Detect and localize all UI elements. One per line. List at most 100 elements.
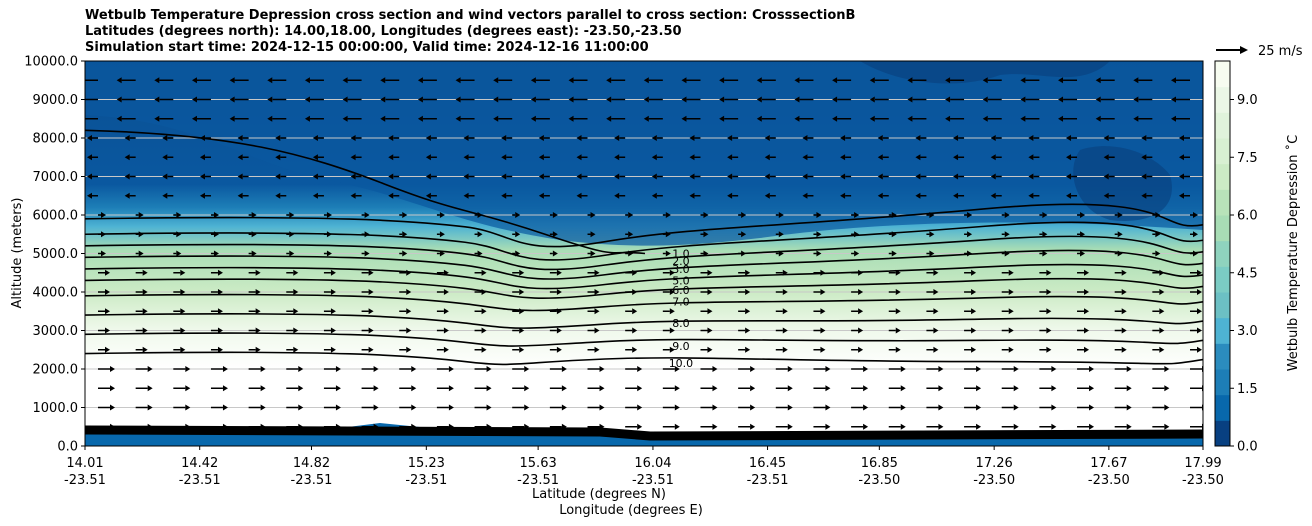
wind-vector bbox=[1190, 269, 1202, 276]
wind-vector bbox=[1133, 96, 1153, 103]
wind-vector-head bbox=[373, 385, 379, 392]
wind-vector-head bbox=[606, 77, 612, 84]
wind-vector bbox=[361, 212, 370, 218]
wind-vector-head bbox=[217, 327, 223, 334]
wind-vector-head bbox=[176, 212, 182, 218]
wind-vector bbox=[587, 250, 596, 257]
wind-vector bbox=[888, 289, 901, 295]
wind-vector bbox=[229, 77, 249, 84]
wind-vector bbox=[463, 173, 475, 180]
wind-vector bbox=[286, 404, 304, 411]
wind-vector bbox=[869, 77, 889, 84]
wind-vector-head bbox=[538, 154, 544, 161]
wind-vector bbox=[1190, 308, 1202, 315]
wind-vector-head bbox=[953, 154, 959, 161]
wind-vector bbox=[775, 366, 793, 372]
wind-vector-head bbox=[869, 77, 875, 84]
wind-vector bbox=[764, 154, 776, 161]
wind-vector bbox=[907, 115, 927, 122]
wind-vector-head bbox=[938, 404, 944, 411]
wind-vector-head bbox=[477, 231, 483, 238]
wind-vector bbox=[549, 308, 562, 315]
wind-vector-head bbox=[293, 269, 299, 276]
wind-vector bbox=[436, 327, 449, 334]
x-tick-label-lat: 16.45 bbox=[749, 456, 786, 471]
wind-vector-head bbox=[674, 404, 680, 411]
wind-vector bbox=[689, 135, 701, 141]
wind-vector-head bbox=[486, 423, 492, 430]
wind-vector-head bbox=[782, 308, 788, 315]
wind-vector-head bbox=[142, 289, 148, 295]
wind-vector bbox=[651, 135, 663, 141]
wind-vector-head bbox=[411, 423, 417, 430]
wind-vector-head bbox=[530, 96, 536, 103]
wind-vector-head bbox=[561, 404, 567, 411]
wind-vector-head bbox=[1058, 77, 1064, 84]
wind-vector bbox=[738, 308, 751, 315]
wind-vector bbox=[323, 327, 336, 334]
wind-vector-head bbox=[1179, 154, 1184, 161]
wind-vector-head bbox=[388, 135, 394, 141]
wind-vector-head bbox=[124, 173, 130, 180]
wind-vector bbox=[662, 346, 675, 353]
wind-vector bbox=[162, 192, 174, 199]
wind-vector bbox=[625, 308, 638, 315]
wind-vector bbox=[342, 115, 362, 122]
wind-vector-head bbox=[967, 250, 973, 257]
wind-vector-head bbox=[1179, 173, 1184, 180]
wind-vector-head bbox=[289, 212, 295, 218]
wind-vector-head bbox=[1159, 289, 1165, 295]
wind-vector bbox=[1039, 269, 1052, 276]
wind-vector-head bbox=[669, 308, 675, 315]
mid-dry-patch bbox=[1073, 146, 1172, 221]
wind-vector-head bbox=[1042, 212, 1048, 218]
wind-vector-head bbox=[1159, 327, 1165, 334]
x-tick-label-lon: -23.50 bbox=[973, 473, 1015, 488]
wind-vector bbox=[700, 366, 718, 372]
x-tick-label-lat: 17.67 bbox=[1090, 456, 1127, 471]
wind-vector-head bbox=[79, 116, 84, 122]
wind-vector bbox=[587, 404, 605, 411]
wind-vector bbox=[1077, 269, 1090, 276]
wind-vector bbox=[775, 269, 788, 276]
wind-vector bbox=[1152, 250, 1161, 257]
wind-vector bbox=[538, 173, 550, 180]
wind-vector-head bbox=[933, 289, 939, 295]
wind-vector-head bbox=[463, 173, 469, 180]
wind-vector bbox=[191, 77, 211, 84]
wind-vector bbox=[323, 289, 336, 295]
wind-vector-head bbox=[101, 231, 106, 238]
wind-vector bbox=[361, 346, 374, 353]
wind-vector-head bbox=[142, 269, 148, 276]
wind-vector-head bbox=[388, 173, 394, 180]
wind-vector-head bbox=[519, 269, 525, 276]
wind-vector bbox=[1039, 366, 1057, 372]
wind-vector-head bbox=[1066, 135, 1072, 141]
wind-vector bbox=[926, 346, 939, 353]
wind-vector bbox=[915, 135, 927, 141]
wind-vector-head bbox=[519, 327, 525, 334]
wind-vector bbox=[764, 173, 776, 180]
surface-contour-cluster bbox=[85, 425, 1203, 441]
wind-vector bbox=[625, 212, 634, 218]
wind-vector bbox=[738, 327, 751, 334]
wind-vector bbox=[399, 231, 408, 238]
wind-vector bbox=[926, 308, 939, 315]
wind-vector-head bbox=[481, 327, 487, 334]
wind-vector-head bbox=[1171, 96, 1176, 103]
wind-vector bbox=[576, 154, 588, 161]
wind-vector-head bbox=[1141, 135, 1147, 141]
wind-vector-head bbox=[877, 173, 883, 180]
wind-vector-head bbox=[915, 135, 921, 141]
wind-vector bbox=[756, 115, 776, 122]
wind-vector bbox=[361, 308, 374, 315]
wind-vector-head bbox=[486, 385, 492, 392]
wind-vector bbox=[417, 77, 437, 84]
wind-vector-head bbox=[858, 269, 864, 276]
wind-vector-head bbox=[820, 289, 826, 295]
wind-vector bbox=[775, 385, 793, 392]
wind-vector bbox=[248, 212, 257, 218]
wind-vector bbox=[1001, 327, 1014, 334]
wind-vector bbox=[907, 77, 927, 84]
